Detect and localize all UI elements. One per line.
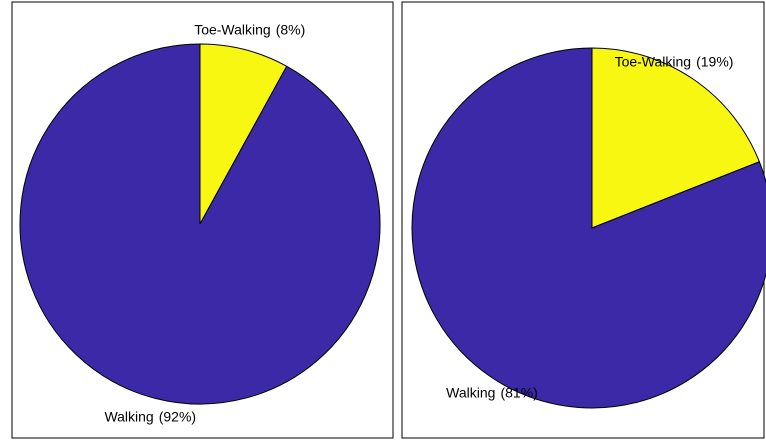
slice-value: (81%) <box>500 384 537 400</box>
slice-name: Walking <box>446 384 495 400</box>
slice-value: (8%) <box>276 21 306 37</box>
slice-value: (19%) <box>696 53 733 69</box>
slice-label: Walking (92%) <box>104 408 196 424</box>
pie-slice <box>199 43 288 225</box>
slice-label: Walking (81%) <box>446 384 538 400</box>
slice-name: Walking <box>104 408 153 424</box>
slice-value: (92%) <box>159 408 196 424</box>
slice-label: Toe-Walking (8%) <box>194 21 305 37</box>
slice-name: Toe-Walking <box>615 53 692 69</box>
pie-slice <box>591 47 761 229</box>
pie-slice <box>19 43 381 405</box>
slice-name: Toe-Walking <box>194 21 271 37</box>
slice-label: Toe-Walking (19%) <box>615 53 734 69</box>
pie-slice <box>411 47 766 409</box>
